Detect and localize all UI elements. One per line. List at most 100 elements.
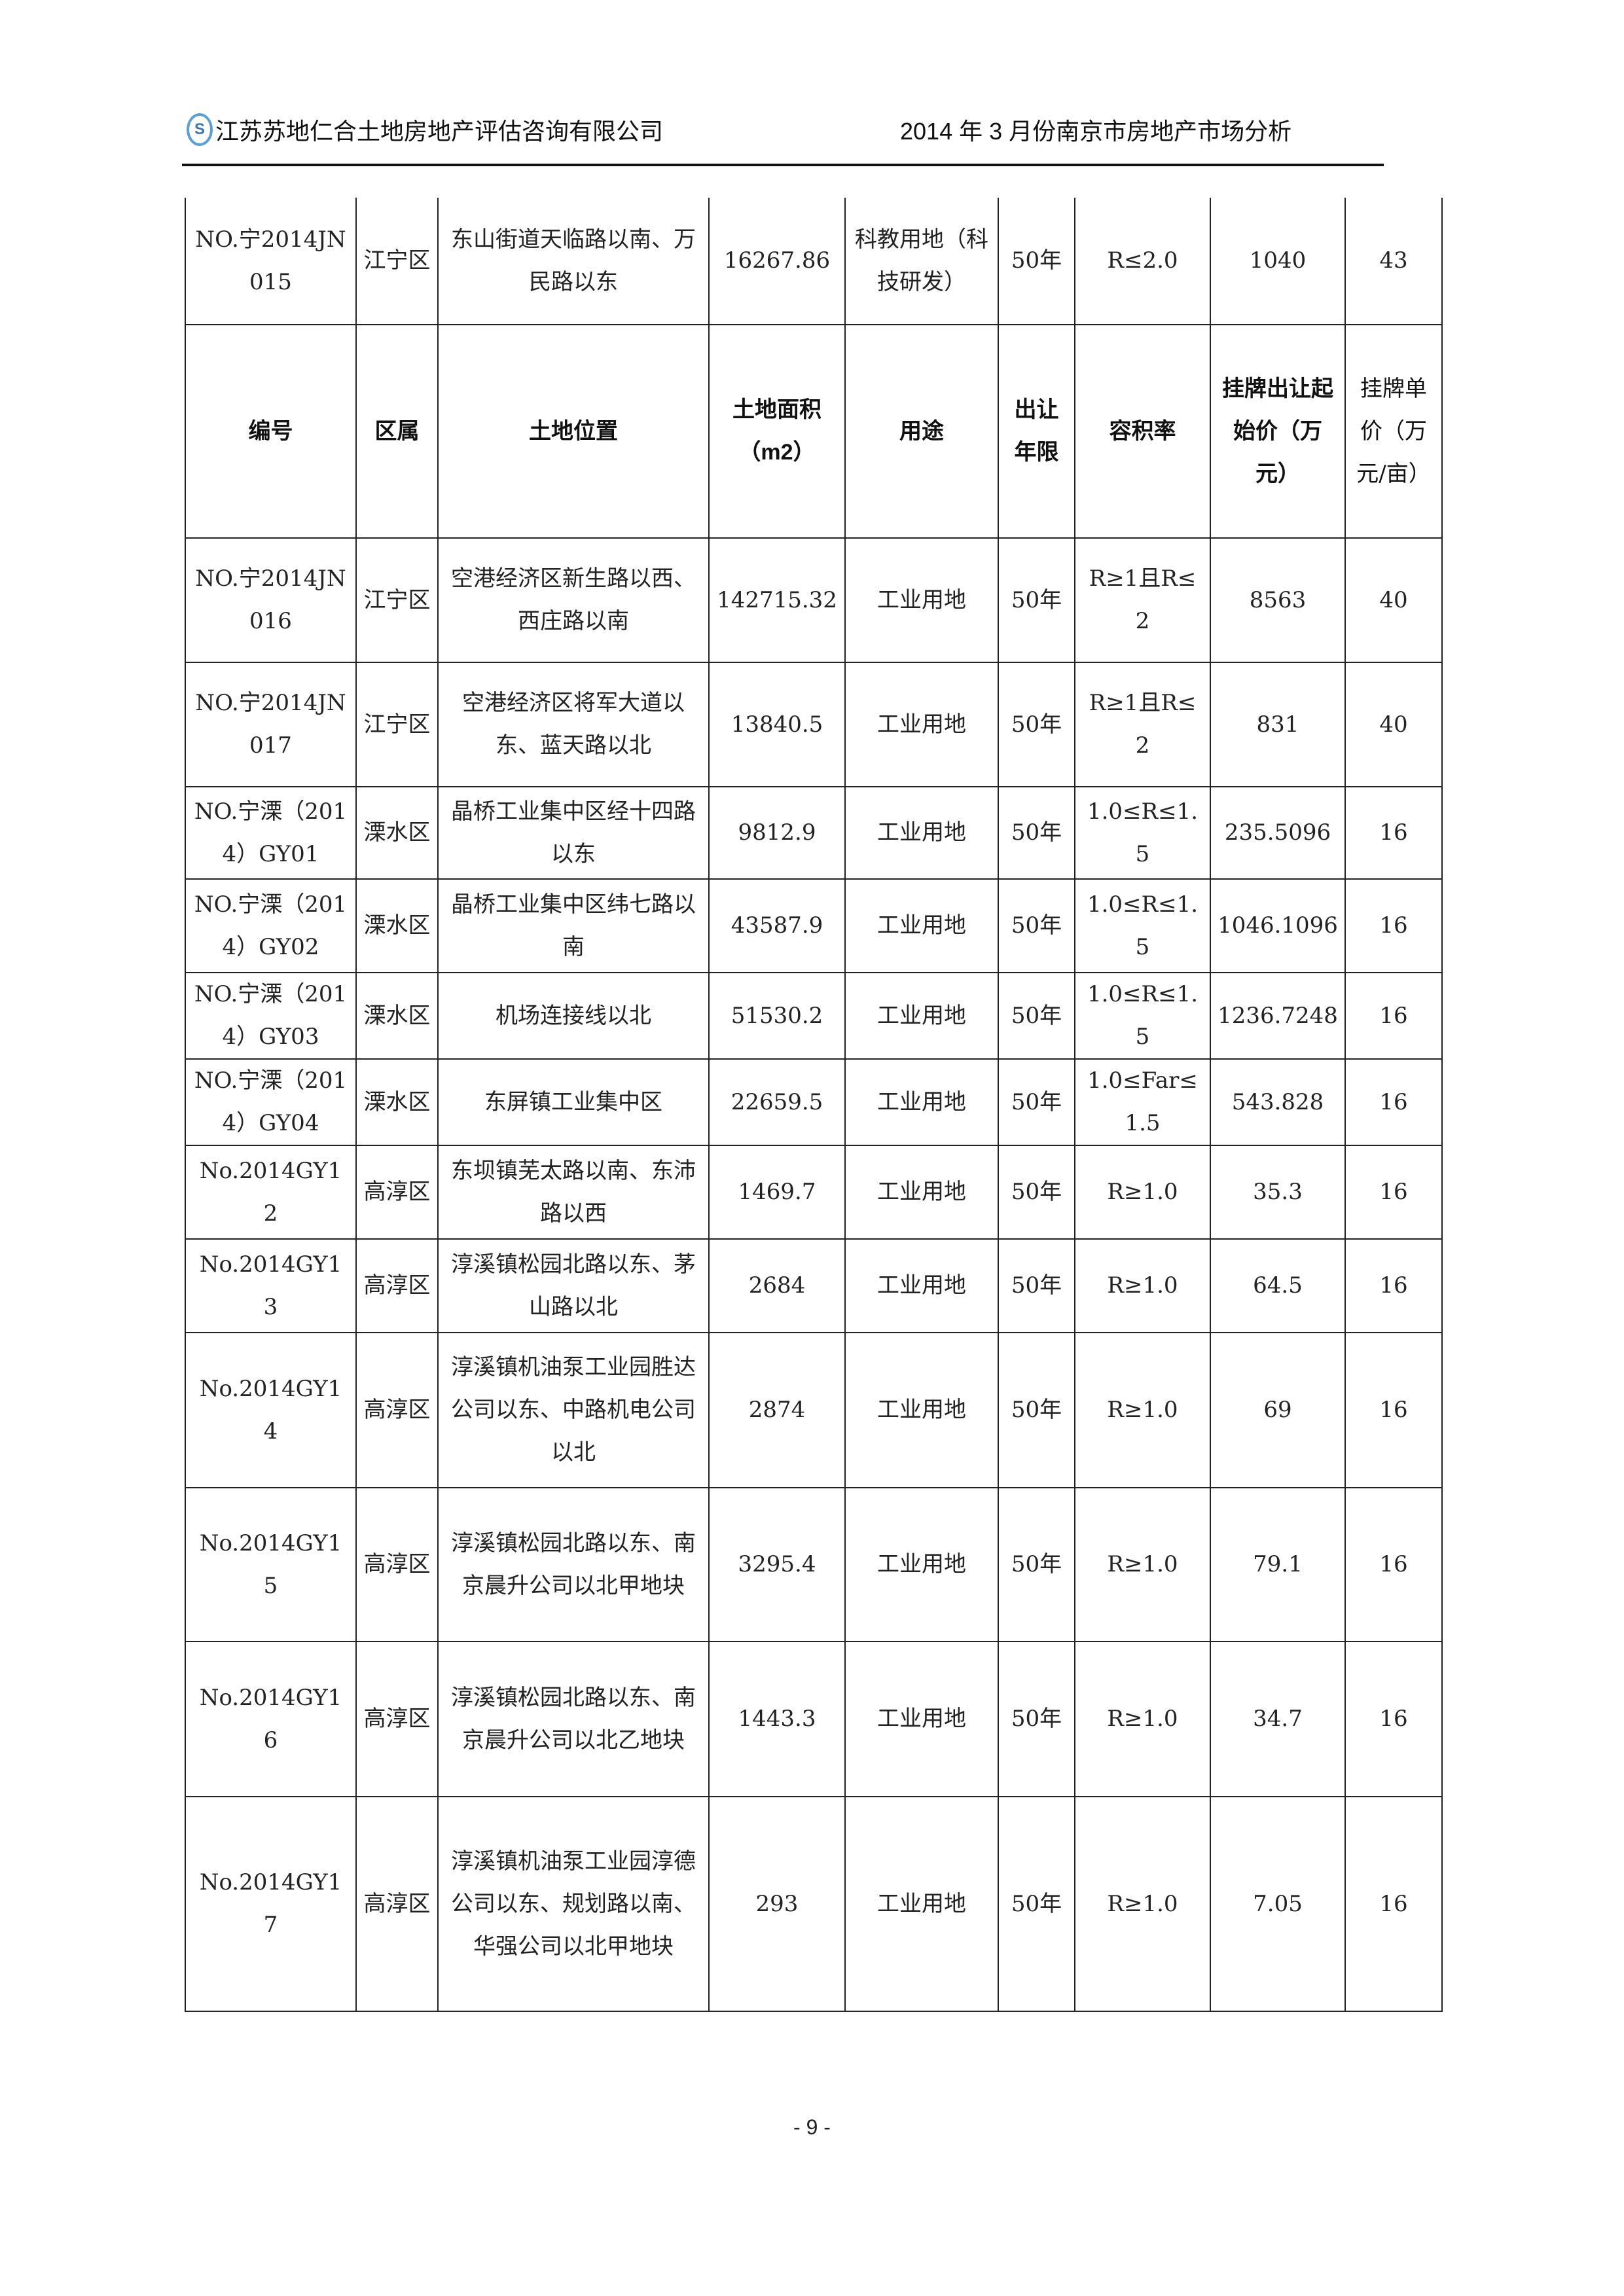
cell-unit-price: 16 [1344,1796,1443,2012]
cell-area: 9812.9 [708,786,846,880]
table-row: No.2014GY14 高淳区 淳溪镇机油泵工业园胜达公司以东、中路机电公司以北 28… [185,1332,1443,1488]
cell-location: 东坝镇芜太路以南、东沛路以西 [437,1145,710,1240]
cell-unit-price: 16 [1344,1332,1443,1488]
cell-area: 2684 [708,1238,846,1333]
page-number: - 9 - [793,2115,831,2139]
cell-unit-price: 16 [1344,1487,1443,1642]
cell-unit-price: 16 [1344,878,1443,973]
cell-unit-price: 16 [1344,1145,1443,1240]
cell-district: 高淳区 [355,1796,439,2012]
cell-location: 淳溪镇机油泵工业园胜达公司以东、中路机电公司以北 [437,1332,710,1488]
cell-area: 13840.5 [708,662,846,787]
table-row: No.2014GY17 高淳区 淳溪镇机油泵工业园淳德公司以东、规划路以南、华强公司… [185,1796,1443,2012]
cell-district: 溧水区 [355,878,439,973]
cell-plot-ratio: 1.0≤R≤1.5 [1074,972,1211,1060]
table-header-row: 编号 区属 土地位置 土地面积（m2） 用途 出让年限 容积率 挂牌出让起始价（万元） 挂牌单价… [185,324,1443,539]
cell-location: 机场连接线以北 [437,972,710,1060]
cell-parcel-id: NO.宁溧（2014）GY01 [185,786,357,880]
cell-usage: 工业用地 [844,1332,999,1488]
cell-unit-price: 挂牌单价（万元/亩） [1344,324,1443,539]
cell-term: 出让年限 [998,324,1075,539]
cell-parcel-id: NO.宁溧（2014）GY04 [185,1058,357,1146]
cell-district: 高淳区 [355,1145,439,1240]
cell-term: 50年 [998,972,1075,1060]
cell-location: 空港经济区将军大道以东、蓝天路以北 [437,662,710,787]
cell-area: 1469.7 [708,1145,846,1240]
header-divider [182,164,1384,166]
cell-unit-price: 16 [1344,972,1443,1060]
cell-start-price: 1046.1096 [1210,878,1346,973]
cell-plot-ratio: 1.0≤Far≤1.5 [1074,1058,1211,1146]
cell-unit-price: 43 [1344,198,1443,325]
cell-area: 293 [708,1796,846,2012]
cell-area: 1443.3 [708,1641,846,1797]
cell-parcel-id: NO.宁溧（2014）GY02 [185,878,357,973]
cell-usage: 工业用地 [844,1641,999,1797]
cell-parcel-id: NO.宁2014JN017 [185,662,357,787]
cell-district: 江宁区 [355,198,439,325]
cell-start-price: 543.828 [1210,1058,1346,1146]
cell-plot-ratio: 容积率 [1074,324,1211,539]
cell-unit-price: 16 [1344,1058,1443,1146]
cell-plot-ratio: R≥1且R≤2 [1074,537,1211,663]
table-row: No.2014GY15 高淳区 淳溪镇松园北路以东、南京晨升公司以北甲地块 3295.… [185,1487,1443,1642]
cell-start-price: 831 [1210,662,1346,787]
cell-plot-ratio: 1.0≤R≤1.5 [1074,786,1211,880]
cell-start-price: 79.1 [1210,1487,1346,1642]
cell-usage: 工业用地 [844,1145,999,1240]
cell-plot-ratio: R≥1.0 [1074,1796,1211,2012]
company-logo-icon: S [187,113,213,146]
cell-parcel-id: NO.宁2014JN015 [185,198,357,325]
cell-location: 土地位置 [437,324,710,539]
cell-unit-price: 16 [1344,1238,1443,1333]
company-name: 江苏苏地仁合土地房地产评估咨询有限公司 [215,118,664,145]
cell-usage: 用途 [844,324,999,539]
cell-district: 高淳区 [355,1641,439,1797]
table-row: NO.宁2014JN015 江宁区 东山街道天临路以南、万民路以东 16267.86 科… [185,198,1443,325]
cell-usage: 工业用地 [844,786,999,880]
cell-plot-ratio: R≥1.0 [1074,1641,1211,1797]
cell-usage: 工业用地 [844,1058,999,1146]
cell-plot-ratio: R≥1且R≤2 [1074,662,1211,787]
cell-plot-ratio: R≥1.0 [1074,1487,1211,1642]
cell-term: 50年 [998,1238,1075,1333]
table-row: NO.宁溧（2014）GY04 溧水区 东屏镇工业集中区 22659.5 工业用地 50年… [185,1058,1443,1146]
cell-location: 空港经济区新生路以西、西庄路以南 [437,537,710,663]
cell-district: 高淳区 [355,1332,439,1488]
cell-term: 50年 [998,1058,1075,1146]
cell-unit-price: 16 [1344,1641,1443,1797]
cell-term: 50年 [998,1145,1075,1240]
cell-parcel-id: No.2014GY16 [185,1641,357,1797]
cell-term: 50年 [998,198,1075,325]
cell-start-price: 64.5 [1210,1238,1346,1333]
cell-start-price: 挂牌出让起始价（万元） [1210,324,1346,539]
cell-unit-price: 40 [1344,662,1443,787]
cell-usage: 工业用地 [844,1487,999,1642]
cell-term: 50年 [998,786,1075,880]
cell-unit-price: 40 [1344,537,1443,663]
cell-parcel-id: No.2014GY13 [185,1238,357,1333]
table-row: NO.宁2014JN017 江宁区 空港经济区将军大道以东、蓝天路以北 13840.5… [185,662,1443,787]
cell-start-price: 7.05 [1210,1796,1346,2012]
cell-area: 51530.2 [708,972,846,1060]
cell-term: 50年 [998,537,1075,663]
cell-district: 江宁区 [355,537,439,663]
cell-start-price: 8563 [1210,537,1346,663]
cell-district: 高淳区 [355,1238,439,1333]
cell-term: 50年 [998,1641,1075,1797]
cell-area: 43587.9 [708,878,846,973]
cell-usage: 工业用地 [844,878,999,973]
cell-start-price: 1040 [1210,198,1346,325]
cell-term: 50年 [998,662,1075,787]
cell-term: 50年 [998,1332,1075,1488]
cell-location: 东屏镇工业集中区 [437,1058,710,1146]
cell-parcel-id: No.2014GY15 [185,1487,357,1642]
cell-district: 溧水区 [355,786,439,880]
cell-area: 22659.5 [708,1058,846,1146]
cell-usage: 工业用地 [844,1796,999,2012]
cell-usage: 工业用地 [844,537,999,663]
cell-location: 淳溪镇松园北路以东、南京晨升公司以北甲地块 [437,1487,710,1642]
cell-term: 50年 [998,1487,1075,1642]
cell-plot-ratio: 1.0≤R≤1.5 [1074,878,1211,973]
cell-plot-ratio: R≤2.0 [1074,198,1211,325]
